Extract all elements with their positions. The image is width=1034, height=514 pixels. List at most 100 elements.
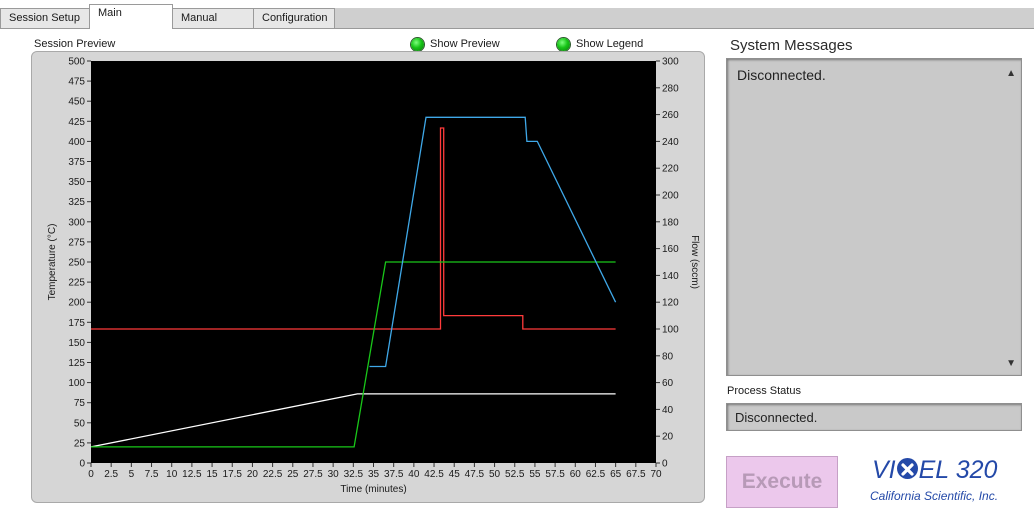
x-tick-label: 0 (88, 469, 94, 480)
y2-tick-label: 0 (662, 459, 668, 470)
y-tick-label: 50 (74, 418, 86, 429)
y2-tick-label: 100 (662, 325, 679, 336)
tab-content-border (0, 28, 1034, 29)
x-tick-label: 27.5 (303, 469, 323, 480)
y-tick-label: 375 (68, 157, 85, 168)
x-axis-title: Time (minutes) (340, 484, 406, 495)
x-tick-label: 60 (570, 469, 582, 480)
tab-session-setup[interactable]: Session Setup (0, 8, 90, 28)
x-tick-label: 52.5 (505, 469, 525, 480)
logo-x-icon (896, 458, 918, 479)
x-tick-label: 10 (166, 469, 178, 480)
y-tick-label: 425 (68, 117, 85, 128)
show-preview-led-icon[interactable] (411, 38, 424, 51)
y-tick-label: 0 (79, 459, 85, 470)
x-tick-label: 65 (610, 469, 622, 480)
show-legend-label[interactable]: Show Legend (576, 38, 644, 50)
y2-tick-label: 220 (662, 164, 679, 175)
x-tick-label: 45 (449, 469, 461, 480)
tab-configuration[interactable]: Configuration (253, 8, 335, 28)
system-messages-title: System Messages (730, 37, 853, 54)
system-messages-text: Disconnected. (737, 67, 826, 83)
logo-title-prefix: VI (872, 456, 896, 484)
series-line-1 (91, 127, 616, 330)
y-tick-label: 200 (68, 298, 85, 309)
y2-tick-label: 60 (662, 378, 674, 389)
show-legend-led-icon[interactable] (557, 38, 570, 51)
session-preview-chart: 0 2.5 5 7.5 10 12.5 15 17.5 20 22.5 25 27.5 30 32.5 35… (47, 57, 700, 496)
process-status-text: Disconnected. (735, 410, 818, 425)
x-tick-label: 50 (489, 469, 501, 480)
x-tick-label: 47.5 (465, 469, 485, 480)
x-tick-label: 32.5 (344, 469, 364, 480)
y2-axis-title: Flow (sccm) (689, 235, 700, 289)
y2-tick-label: 300 (662, 57, 679, 68)
execute-button[interactable]: Execute (726, 456, 838, 508)
x-tick-label: 37.5 (384, 469, 404, 480)
y-tick-label: 275 (68, 237, 85, 248)
y2-tick-label: 140 (662, 271, 679, 282)
y2-tick-label: 200 (662, 191, 679, 202)
y-tick-label: 25 (74, 438, 86, 449)
y2-tick-label: 180 (662, 217, 679, 228)
tab-bar: Session Setup Main Manual Configuration (0, 0, 1034, 29)
y2-tick-label: 160 (662, 244, 679, 255)
y2-tick-label: 20 (662, 432, 674, 443)
y2-tick-label: 120 (662, 298, 679, 309)
x-tick-label: 67.5 (626, 469, 646, 480)
process-status-label: Process Status (727, 385, 801, 397)
y-tick-label: 475 (68, 77, 85, 88)
y-tick-label: 125 (68, 358, 85, 369)
x-tick-label: 12.5 (182, 469, 202, 480)
y-tick-label: 225 (68, 278, 85, 289)
y2-tick-label: 40 (662, 405, 674, 416)
process-status-box: Disconnected. (726, 403, 1022, 431)
y-tick-label: 75 (74, 398, 86, 409)
x-tick-label: 22.5 (263, 469, 283, 480)
logo-title: VI EL 320 (872, 456, 997, 485)
x-tick-label: 70 (650, 469, 662, 480)
y2-tick-label: 80 (662, 351, 674, 362)
x-tick-label: 42.5 (424, 469, 444, 480)
x-tick-label: 57.5 (545, 469, 565, 480)
logo-title-suffix: EL 320 (918, 456, 998, 484)
y-tick-label: 175 (68, 318, 85, 329)
x-tick-label: 15 (207, 469, 219, 480)
x-tick-label: 30 (328, 469, 340, 480)
x-tick-label: 35 (368, 469, 380, 480)
y-tick-label: 400 (68, 137, 85, 148)
chart-plot-layer: 0 2.5 5 7.5 10 12.5 15 17.5 20 22.5 25 27.5 30 32.5 35… (47, 57, 700, 496)
y2-tick-label: 280 (662, 83, 679, 94)
series-line-2 (91, 261, 616, 448)
x-tick-label: 2.5 (104, 469, 118, 480)
series-line-3 (369, 116, 617, 368)
tab-main[interactable]: Main (89, 4, 173, 29)
x-tick-label: 20 (247, 469, 259, 480)
tab-bar-background (334, 8, 1034, 28)
x-tick-label: 25 (287, 469, 299, 480)
x-tick-label: 55 (529, 469, 541, 480)
y-tick-label: 150 (68, 338, 85, 349)
logo-subtitle: California Scientific, Inc. (870, 489, 999, 503)
y-tick-label: 350 (68, 177, 85, 188)
tab-manual[interactable]: Manual (172, 8, 254, 28)
y2-tick-label: 260 (662, 110, 679, 121)
system-messages-box[interactable]: Disconnected. ▲ ▼ (726, 58, 1022, 376)
scroll-up-icon[interactable]: ▲ (1006, 68, 1016, 79)
x-tick-label: 62.5 (586, 469, 606, 480)
x-tick-label: 17.5 (223, 469, 243, 480)
y-tick-label: 250 (68, 258, 85, 269)
series-line-0 (90, 393, 616, 448)
y-axis-title: Temperature (°C) (47, 224, 58, 301)
y-tick-label: 300 (68, 217, 85, 228)
y-tick-label: 450 (68, 97, 85, 108)
y2-tick-label: 240 (662, 137, 679, 148)
y-tick-label: 100 (68, 378, 85, 389)
x-tick-label: 40 (408, 469, 420, 480)
y-tick-label: 325 (68, 197, 85, 208)
x-tick-label: 5 (129, 469, 135, 480)
y-tick-label: 500 (68, 57, 85, 68)
scroll-down-icon[interactable]: ▼ (1006, 358, 1016, 369)
show-preview-label[interactable]: Show Preview (430, 38, 500, 50)
vixel-logo: VI EL 320 California Scientific, Inc. (866, 456, 1026, 508)
